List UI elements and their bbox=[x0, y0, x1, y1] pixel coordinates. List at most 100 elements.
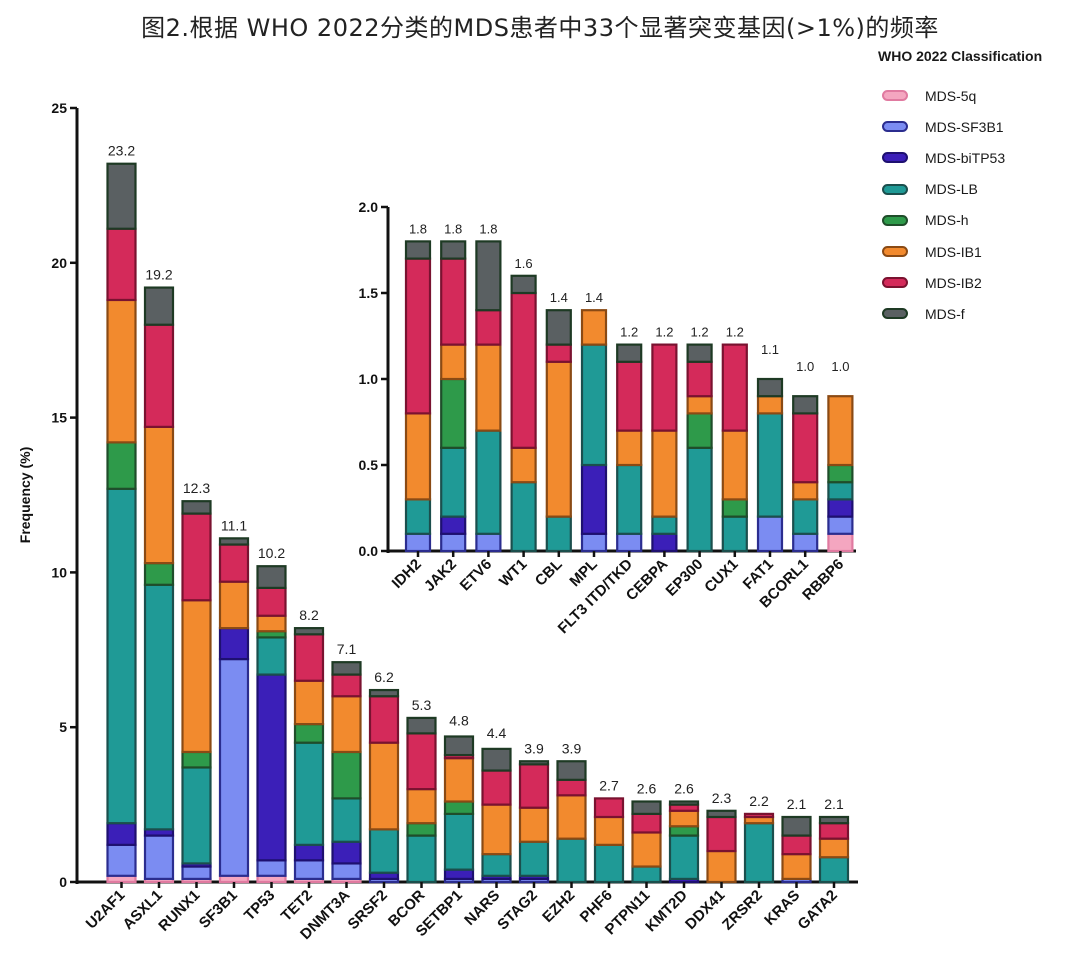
bar-segment-mpl-mds-ib1 bbox=[580, 309, 608, 346]
bar-segment-cebpa-mds-bitp53 bbox=[651, 532, 678, 553]
bar-segment-setbp1-mds-h bbox=[443, 800, 475, 815]
bar-segment-jak2-mds-ib2 bbox=[440, 257, 467, 346]
bar-total-label: 5.3 bbox=[412, 697, 432, 713]
bar-segment-ep300-mds-ib1 bbox=[686, 395, 713, 415]
legend-item-mds-h: MDS-h bbox=[878, 205, 1078, 236]
legend-label: MDS-IB2 bbox=[925, 274, 982, 291]
bar-segment-mpl-mds-bitp53 bbox=[580, 463, 608, 535]
bar-segment-bcorl1-mds-f bbox=[792, 395, 819, 415]
bar-segment-ptpn11-mds-f bbox=[631, 800, 662, 815]
bar-segment-srsf2-mds-f bbox=[368, 688, 400, 698]
bar-segment-u2af1-mds-lb bbox=[106, 487, 137, 825]
bar-total-label: 1.0 bbox=[831, 359, 849, 374]
bar-segment-jak2-mds-lb bbox=[440, 446, 467, 518]
bar-segment-idh2-mds-lb bbox=[404, 498, 432, 535]
bar-total-label: 1.1 bbox=[761, 342, 779, 357]
bar-segment-bcorl1-mds-sf3b1 bbox=[792, 532, 819, 553]
bar-segment-kras-mds-f bbox=[781, 815, 812, 837]
bar-segment-ep300-mds-ib2 bbox=[686, 360, 713, 398]
bar-total-label: 8.2 bbox=[299, 607, 319, 623]
bar-segment-cux1-mds-ib1 bbox=[721, 429, 748, 501]
bar-segment-tp53-mds-sf3b1 bbox=[256, 859, 287, 877]
bar-segment-srsf2-mds-lb bbox=[368, 828, 400, 874]
bar-segment-sf3b1-mds-f bbox=[218, 537, 250, 546]
bar-segment-asxl1-mds-sf3b1 bbox=[143, 834, 175, 881]
bar-segment-gata2-mds-f bbox=[818, 815, 850, 825]
bar-segment-tp53-mds-lb bbox=[256, 636, 287, 676]
bar-segment-mpl-mds-sf3b1 bbox=[580, 532, 608, 553]
bar-segment-ep300-mds-f bbox=[686, 343, 713, 363]
bar-total-label: 1.6 bbox=[515, 256, 533, 271]
bar-segment-nars-mds-ib1 bbox=[481, 803, 512, 856]
bar-segment-fat1-mds-f bbox=[756, 377, 784, 398]
bar-segment-cbl-mds-lb bbox=[545, 515, 572, 553]
bar-segment-tp53-mds-f bbox=[256, 565, 287, 589]
bar-segment-stag2-mds-ib1 bbox=[518, 806, 550, 843]
legend-item-mds-f: MDS-f bbox=[878, 298, 1078, 329]
x-tick-label: SF3B1 bbox=[196, 887, 241, 932]
bar-segment-ezh2-mds-ib1 bbox=[556, 794, 587, 840]
bar-segment-ezh2-mds-f bbox=[556, 760, 587, 781]
bar-segment-bcorl1-mds-lb bbox=[792, 498, 819, 535]
bar-segment-kmt2d-mds-h bbox=[668, 825, 700, 837]
bar-segment-srsf2-mds-ib2 bbox=[368, 695, 400, 744]
bar-total-label: 2.1 bbox=[787, 796, 807, 812]
legend-swatch bbox=[882, 152, 908, 164]
bar-segment-rbbp6-mds-5q bbox=[827, 532, 854, 553]
bar-total-label: 1.8 bbox=[444, 221, 462, 236]
y-tick-label: 10 bbox=[51, 564, 67, 580]
bar-segment-gata2-mds-ib1 bbox=[818, 837, 850, 859]
bar-segment-phf6-mds-ib1 bbox=[593, 815, 625, 846]
bar-segment-stag2-mds-ib2 bbox=[518, 763, 550, 809]
bar-segment-fat1-mds-sf3b1 bbox=[756, 515, 784, 553]
x-tick-label: RUNX1 bbox=[155, 887, 203, 935]
bar-segment-srsf2-mds-ib1 bbox=[368, 741, 400, 831]
bar-segment-u2af1-mds-ib1 bbox=[106, 298, 137, 444]
bar-segment-etv6-mds-f bbox=[475, 240, 502, 312]
bar-segment-ezh2-mds-ib2 bbox=[556, 778, 587, 797]
x-tick-label: CBL bbox=[532, 556, 566, 590]
legend-label: MDS-f bbox=[925, 305, 965, 322]
bar-segment-tet2-mds-ib2 bbox=[293, 633, 325, 682]
x-tick-label: EZH2 bbox=[539, 887, 578, 926]
bar-segment-bcorl1-mds-ib1 bbox=[792, 481, 819, 501]
bar-segment-bcor-mds-lb bbox=[406, 834, 437, 884]
bar-segment-gata2-mds-lb bbox=[818, 856, 850, 884]
figure-title: 图2.根据 WHO 2022分类的MDS患者中33个显著突变基因(>1%)的频率 bbox=[141, 14, 939, 42]
bar-segment-cbl-mds-ib2 bbox=[545, 343, 572, 363]
bar-total-label: 3.9 bbox=[524, 740, 544, 756]
x-tick-label: CUX1 bbox=[701, 556, 741, 596]
inset-chart: 0.0 0.5 1.0 1.5 2.0 1.8 IDH2 1.8 JAK2 1.8 ETV6 1.6 W… bbox=[359, 199, 856, 637]
bar-segment-rbbp6-mds-ib1 bbox=[827, 395, 854, 467]
legend-label: MDS-h bbox=[925, 212, 969, 229]
bar-segment-ddx41-mds-f bbox=[706, 809, 737, 819]
bar-segment-dnmt3a-mds-lb bbox=[331, 797, 362, 843]
bar-total-label: 12.3 bbox=[183, 480, 210, 496]
bar-segment-flt3-itd-tkd-mds-sf3b1 bbox=[616, 532, 643, 553]
bar-segment-jak2-mds-bitp53 bbox=[440, 515, 467, 535]
x-tick-label: KMT2D bbox=[642, 887, 691, 936]
bar-segment-ep300-mds-h bbox=[686, 412, 713, 449]
bar-segment-sf3b1-mds-ib2 bbox=[218, 543, 250, 583]
bar-segment-setbp1-mds-ib1 bbox=[443, 757, 475, 803]
legend-item-mds-sf3b1: MDS-SF3B1 bbox=[878, 111, 1078, 142]
bar-segment-rbbp6-mds-bitp53 bbox=[827, 498, 854, 518]
bar-total-label: 1.0 bbox=[796, 359, 814, 374]
bar-segment-ptpn11-mds-ib2 bbox=[631, 812, 662, 834]
bar-segment-u2af1-mds-sf3b1 bbox=[106, 843, 137, 877]
bar-total-label: 7.1 bbox=[337, 641, 357, 657]
bar-total-label: 1.4 bbox=[585, 290, 603, 305]
bar-segment-cebpa-mds-ib2 bbox=[651, 343, 678, 432]
bar-segment-dnmt3a-mds-f bbox=[331, 661, 362, 676]
bar-total-label: 3.9 bbox=[562, 740, 582, 756]
bar-segment-jak2-mds-f bbox=[440, 240, 467, 260]
bar-segment-cbl-mds-f bbox=[545, 309, 572, 346]
legend-item-mds-ib1: MDS-IB1 bbox=[878, 236, 1078, 267]
bar-total-label: 23.2 bbox=[108, 143, 135, 159]
x-tick-label: TP53 bbox=[241, 887, 278, 924]
bar-segment-tet2-mds-h bbox=[293, 723, 325, 744]
bar-total-label: 11.1 bbox=[221, 517, 247, 533]
bar-segment-bcorl1-mds-ib2 bbox=[792, 412, 819, 484]
bar-segment-ddx41-mds-ib1 bbox=[706, 849, 737, 884]
